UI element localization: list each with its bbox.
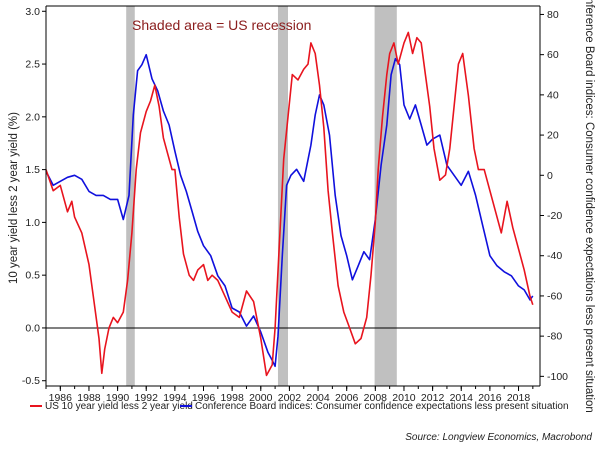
legend-label-yield: US 10 year yield less 2 year yield [45, 401, 193, 412]
left-tick-label: -0.5 [22, 375, 40, 387]
right-tick-label: -100 [547, 371, 568, 383]
x-tick-label: 1988 [77, 392, 101, 404]
left-tick-label: 3.0 [25, 6, 40, 18]
left-tick-label: 2.0 [25, 111, 40, 123]
right-tick-label: -60 [547, 290, 562, 302]
x-tick-label: 2006 [335, 392, 359, 404]
x-tick-label: 1994 [163, 392, 187, 404]
right-tick-label: 80 [547, 9, 559, 21]
recession-band-1 [126, 6, 135, 386]
left-tick-label: 0.5 [25, 270, 40, 282]
x-tick-label: 1998 [220, 392, 244, 404]
x-tick-label: 1986 [49, 392, 73, 404]
left-axis-title: 10 year yield less 2 year yield (%) [8, 112, 20, 284]
right-tick-label: -20 [547, 210, 562, 222]
left-tick-label: 0.0 [25, 322, 40, 334]
recession-band-3 [374, 6, 397, 386]
x-tick-label: 2016 [478, 392, 502, 404]
right-tick-label: -40 [547, 250, 562, 262]
series-line-consumer-confidence [45, 53, 534, 368]
x-tick-label: 2008 [364, 392, 388, 404]
right-tick-label: 20 [547, 130, 559, 142]
x-tick-label: 2012 [421, 392, 445, 404]
axes [42, 5, 544, 391]
x-tick-label: 2014 [450, 392, 474, 404]
tick-labels: -0.5 0.0 0.5 1.0 1.5 2.0 2.5 3.0 -100 -80 -60 -40 -2… [22, 6, 568, 404]
right-axis-title: Conference Board indices: Consumer confi… [583, 0, 595, 413]
source-note: Source: Longview Economics, Macrobond [405, 432, 592, 443]
left-tick-label: 1.0 [25, 217, 40, 229]
x-tick-label: 1990 [106, 392, 130, 404]
legend-label-confidence: Conference Board indices: Consumer confi… [195, 401, 569, 412]
x-tick-label: 1992 [135, 392, 159, 404]
x-tick-label: 2010 [392, 392, 416, 404]
recession-bands [126, 6, 397, 386]
legend: US 10 year yield less 2 year yield Confe… [30, 401, 569, 412]
x-tick-label: 2000 [249, 392, 273, 404]
x-tick-label: 2004 [306, 392, 330, 404]
right-tick-label: -80 [547, 331, 562, 343]
x-tick-label: 2018 [507, 392, 531, 404]
x-tick-label: 1996 [192, 392, 216, 404]
series-lines [45, 31, 534, 377]
right-tick-label: 40 [547, 89, 559, 101]
recession-band-2 [277, 6, 288, 386]
right-tick-label: 0 [547, 170, 553, 182]
x-tick-label: 2002 [278, 392, 302, 404]
left-tick-label: 2.5 [25, 59, 40, 71]
series-line-yield-spread [45, 31, 534, 377]
right-tick-label: 60 [547, 49, 559, 61]
recession-annotation: Shaded area = US recession [132, 17, 311, 33]
left-tick-label: 1.5 [25, 164, 40, 176]
